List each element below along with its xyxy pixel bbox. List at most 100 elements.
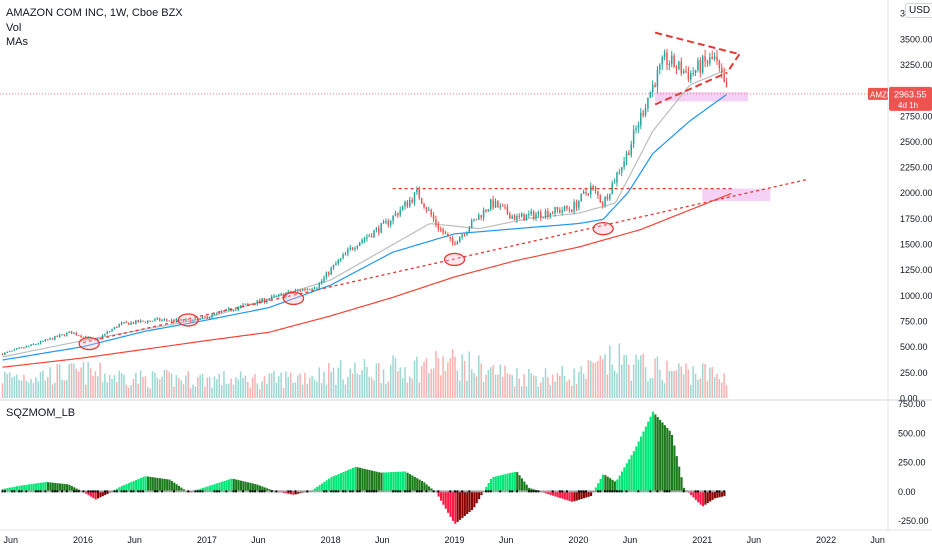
candle-body xyxy=(509,213,511,219)
squeeze-dot xyxy=(615,490,618,493)
squeeze-dot xyxy=(163,490,166,493)
candle-body xyxy=(709,57,711,64)
volume-bar xyxy=(118,370,120,398)
squeeze-dot xyxy=(280,490,283,493)
momentum-bar xyxy=(701,491,705,507)
time-axis-tick: 2021 xyxy=(692,535,712,545)
mas-legend[interactable]: MAs xyxy=(6,36,28,48)
candle-body xyxy=(54,336,56,340)
momentum-bar xyxy=(325,480,328,492)
volume-bar xyxy=(339,359,342,398)
momentum-bar xyxy=(58,483,61,492)
momentum-bar xyxy=(485,487,488,492)
squeeze-dot xyxy=(699,490,702,493)
annotation-circle xyxy=(443,252,466,267)
momentum-bar xyxy=(120,486,123,492)
squeeze-dot xyxy=(334,490,337,493)
candle-body xyxy=(604,196,606,206)
squeeze-dot xyxy=(477,490,480,493)
volume-bar xyxy=(582,373,585,398)
volume-bar xyxy=(711,366,713,398)
momentum-bar xyxy=(678,466,681,492)
volume-bar xyxy=(1,383,4,398)
squeeze-dot xyxy=(375,490,378,493)
price-axis-tick: 3250.00 xyxy=(900,60,932,70)
volume-legend[interactable]: Vol xyxy=(6,22,22,34)
indicator-legend[interactable]: SQZMOM_LB xyxy=(6,407,76,419)
squeeze-dot xyxy=(627,490,630,493)
candle-body xyxy=(654,84,656,88)
momentum-bar xyxy=(511,472,514,492)
momentum-bar xyxy=(258,485,262,492)
candle-body xyxy=(432,215,435,220)
volume-bar xyxy=(80,367,82,398)
volume-bar xyxy=(44,380,47,398)
momentum-bar xyxy=(470,491,474,511)
squeeze-dot xyxy=(389,490,392,493)
momentum-bar xyxy=(597,483,600,492)
momentum-bar xyxy=(154,477,157,492)
momentum-bar xyxy=(349,468,352,492)
volume-bar xyxy=(556,373,559,398)
volume-bar xyxy=(180,380,182,398)
candle-body xyxy=(1,353,4,355)
candle-body xyxy=(308,288,311,290)
candle-body xyxy=(499,205,502,208)
squeeze-dot xyxy=(651,490,654,493)
candle-body xyxy=(366,236,368,239)
candle-body xyxy=(721,67,723,73)
candle-body xyxy=(349,247,351,250)
squeeze-dot xyxy=(84,490,87,493)
momentum-bar xyxy=(227,479,231,492)
momentum-bar xyxy=(501,474,504,492)
volume-bar xyxy=(299,373,301,398)
triangle-upper-line xyxy=(654,31,740,56)
squeeze-dot xyxy=(56,490,59,493)
volume-bar xyxy=(287,376,290,398)
squeeze-dot xyxy=(332,490,335,493)
squeeze-dot xyxy=(596,490,599,493)
momentum-bar xyxy=(99,491,102,498)
time-axis-tick: Jun xyxy=(3,535,18,545)
squeeze-dot xyxy=(534,490,537,493)
candle-body xyxy=(6,351,8,353)
momentum-bar xyxy=(406,472,409,492)
squeeze-dot xyxy=(718,490,721,493)
momentum-bar xyxy=(320,483,323,492)
momentum-axis-tick: 750.00 xyxy=(898,399,926,409)
squeeze-dot xyxy=(532,490,535,493)
momentum-bar xyxy=(35,483,38,492)
volume-bar xyxy=(213,376,216,398)
squeeze-dot xyxy=(115,490,118,493)
volume-bar xyxy=(20,380,23,398)
momentum-bar xyxy=(578,491,581,500)
volume-bar xyxy=(466,380,468,398)
squeeze-dot xyxy=(589,490,592,493)
volume-bar xyxy=(39,372,42,398)
candle-body xyxy=(113,327,116,330)
volume-bar xyxy=(580,366,582,398)
momentum-bar xyxy=(89,491,92,497)
volume-bar xyxy=(701,363,704,398)
squeeze-dot xyxy=(525,490,528,493)
currency-label[interactable]: USD xyxy=(905,3,932,18)
squeeze-dot xyxy=(339,490,342,493)
momentum-bar xyxy=(225,480,228,492)
candle-body xyxy=(520,213,523,217)
momentum-bar xyxy=(180,487,183,492)
momentum-bar xyxy=(439,491,443,501)
volume-bar xyxy=(673,371,675,398)
momentum-bar xyxy=(573,491,576,502)
momentum-bar xyxy=(368,470,371,492)
candle-body xyxy=(475,219,478,221)
squeeze-dot xyxy=(437,490,440,493)
momentum-bar xyxy=(375,471,378,492)
candle-body xyxy=(111,329,113,332)
candle-body xyxy=(704,56,706,62)
volume-bar xyxy=(378,362,380,398)
volume-bar xyxy=(604,354,606,398)
volume-bar xyxy=(89,368,92,398)
candle-body xyxy=(168,320,170,322)
candle-body xyxy=(39,341,42,344)
